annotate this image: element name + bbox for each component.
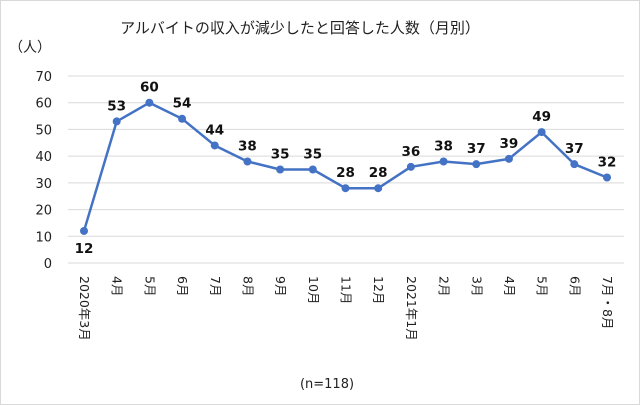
data-label: 44 bbox=[205, 122, 224, 138]
data-label: 49 bbox=[532, 109, 551, 125]
x-tick-label: 4月 bbox=[110, 276, 125, 296]
data-point bbox=[603, 173, 611, 182]
data-label: 32 bbox=[598, 155, 617, 171]
x-tick-label: 4月 bbox=[502, 276, 517, 296]
y-tick-label: 40 bbox=[35, 150, 52, 165]
data-point bbox=[112, 117, 121, 126]
data-point bbox=[243, 157, 252, 166]
x-axis-ticks: 2020年3月 4月 5月 6月 7月 8月 9月 10月 11月 12月 2021年1月 2月 3月 4… bbox=[77, 276, 615, 341]
x-tick-label: 2020年3月 bbox=[77, 276, 92, 341]
x-tick-label: 7月・8月 bbox=[600, 276, 615, 329]
data-label: 38 bbox=[434, 138, 453, 154]
x-tick-label: 12月 bbox=[371, 276, 386, 304]
x-tick-label: 2月 bbox=[437, 276, 452, 296]
data-label: 28 bbox=[336, 165, 355, 181]
x-tick-label: 3月 bbox=[469, 276, 484, 296]
data-point bbox=[472, 160, 481, 169]
y-tick-label: 60 bbox=[35, 97, 52, 112]
x-tick-label: 6月 bbox=[175, 276, 190, 296]
data-point bbox=[178, 114, 187, 123]
data-label: 37 bbox=[565, 141, 584, 157]
y-axis-ticks: 0 10 20 30 40 50 60 70 bbox=[35, 70, 52, 272]
data-point bbox=[439, 157, 448, 166]
y-axis-unit-label: （人） bbox=[9, 40, 51, 56]
data-label: 60 bbox=[140, 80, 159, 96]
data-point bbox=[80, 226, 88, 235]
data-point bbox=[406, 162, 415, 171]
x-tick-label: 10月 bbox=[306, 276, 321, 304]
x-tick-label: 7月 bbox=[208, 276, 223, 296]
x-tick-label: 5月 bbox=[535, 276, 550, 296]
data-label: 37 bbox=[467, 141, 486, 157]
chart-title: アルバイトの収入が減少したと回答した人数（月別） bbox=[120, 19, 480, 37]
data-label: 35 bbox=[303, 147, 322, 163]
sample-size-note: (n=118) bbox=[300, 377, 354, 392]
data-point bbox=[570, 160, 579, 169]
y-tick-label: 30 bbox=[35, 177, 52, 192]
y-tick-label: 70 bbox=[35, 70, 52, 85]
data-point bbox=[210, 141, 219, 150]
data-label: 53 bbox=[107, 98, 126, 114]
gridlines bbox=[68, 75, 624, 264]
x-tick-label: 5月 bbox=[142, 276, 157, 296]
data-label: 36 bbox=[401, 144, 420, 160]
data-point bbox=[504, 154, 513, 163]
data-label: 38 bbox=[238, 138, 257, 154]
data-labels: 12 53 60 54 44 38 35 35 28 28 36 38 37 39 49 37 32 bbox=[75, 80, 617, 257]
x-tick-label: 11月 bbox=[339, 276, 354, 304]
data-point bbox=[341, 184, 350, 193]
data-label: 35 bbox=[271, 147, 290, 163]
x-tick-label: 8月 bbox=[240, 276, 255, 296]
data-label: 28 bbox=[369, 165, 388, 181]
data-point bbox=[537, 128, 546, 137]
data-label: 12 bbox=[75, 241, 94, 257]
data-label: 39 bbox=[500, 136, 519, 152]
y-tick-label: 20 bbox=[35, 204, 52, 219]
data-point bbox=[145, 98, 154, 107]
data-point bbox=[308, 165, 317, 174]
y-tick-label: 50 bbox=[35, 123, 52, 138]
x-tick-label: 9月 bbox=[273, 276, 288, 296]
data-points bbox=[80, 98, 611, 235]
data-point bbox=[374, 184, 383, 193]
y-tick-label: 10 bbox=[35, 230, 52, 245]
data-point bbox=[276, 165, 285, 174]
x-tick-label: 6月 bbox=[567, 276, 582, 296]
y-tick-label: 0 bbox=[44, 257, 52, 272]
data-label: 54 bbox=[173, 96, 192, 112]
x-tick-label: 2021年1月 bbox=[404, 276, 419, 341]
